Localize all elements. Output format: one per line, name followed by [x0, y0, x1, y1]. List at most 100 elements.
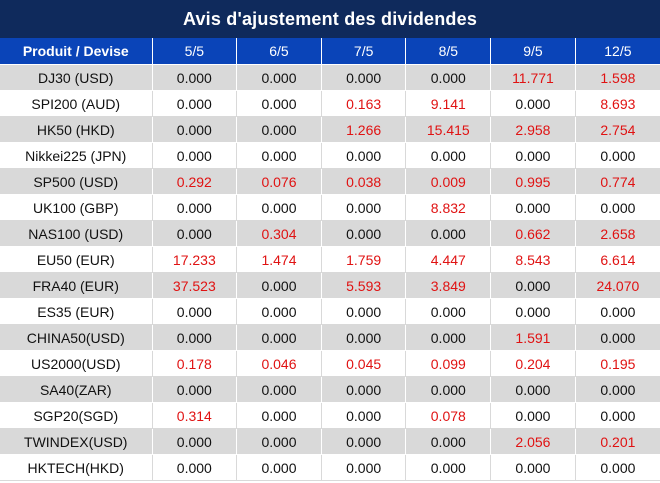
product-cell: HK50 (HKD)	[0, 116, 153, 143]
dividend-value-cell: 0.078	[405, 402, 492, 429]
dividend-value-cell: 0.000	[152, 64, 238, 91]
dividend-value-cell: 0.000	[321, 220, 407, 247]
table-row: HKTECH(HKD) 0.000 0.000 0.000 0.000 0.000 0.00…	[0, 454, 660, 481]
table-row: SP500 (USD) 0.292 0.076 0.038 0.009 0.995 0.77…	[0, 168, 660, 195]
dividend-value-cell: 0.000	[236, 194, 322, 221]
dividend-value-cell: 0.000	[575, 376, 660, 403]
table-row: US2000(USD) 0.178 0.046 0.045 0.099 0.204 0.19…	[0, 350, 660, 377]
dividend-value-cell: 0.000	[236, 272, 322, 299]
dividend-value-cell: 0.000	[490, 194, 576, 221]
dividend-value-cell: 0.000	[152, 142, 238, 169]
dividend-value-cell: 0.195	[575, 350, 660, 377]
product-cell: EU50 (EUR)	[0, 246, 153, 273]
dividend-value-cell: 0.000	[575, 194, 660, 221]
table-row: SGP20(SGD) 0.314 0.000 0.000 0.078 0.000 0.000	[0, 402, 660, 429]
dividend-value-cell: 0.000	[236, 376, 322, 403]
dividend-value-cell: 0.000	[236, 142, 322, 169]
dividend-value-cell: 3.849	[405, 272, 492, 299]
dividend-value-cell: 0.000	[152, 220, 238, 247]
product-cell: UK100 (GBP)	[0, 194, 153, 221]
dividend-value-cell: 0.000	[405, 64, 492, 91]
dividend-value-cell: 0.000	[152, 298, 238, 325]
dividend-value-cell: 0.000	[575, 402, 660, 429]
product-cell: SGP20(SGD)	[0, 402, 153, 429]
dividend-value-cell: 0.000	[490, 298, 576, 325]
dividend-value-cell: 9.141	[405, 90, 492, 117]
dividend-value-cell: 2.754	[575, 116, 660, 143]
dividend-value-cell: 4.447	[405, 246, 492, 273]
product-cell: Nikkei225 (JPN)	[0, 142, 153, 169]
dividend-value-cell: 0.099	[405, 350, 492, 377]
dividend-value-cell: 0.000	[321, 194, 407, 221]
dividend-value-cell: 2.658	[575, 220, 660, 247]
page-title: Avis d'ajustement des dividendes	[0, 0, 660, 38]
dividend-value-cell: 0.000	[152, 376, 238, 403]
dividend-value-cell: 0.000	[236, 90, 322, 117]
table-row: CHINA50(USD) 0.000 0.000 0.000 0.000 1.591 0.0…	[0, 324, 660, 351]
product-cell: DJ30 (USD)	[0, 64, 153, 91]
dividend-value-cell: 8.693	[575, 90, 660, 117]
column-header-date: 5/5	[152, 38, 238, 65]
dividend-value-cell: 0.000	[405, 428, 492, 455]
dividend-value-cell: 0.038	[321, 168, 407, 195]
dividend-value-cell: 0.000	[575, 454, 660, 481]
dividend-value-cell: 0.000	[405, 298, 492, 325]
table-row: TWINDEX(USD) 0.000 0.000 0.000 0.000 2.056 0.2…	[0, 428, 660, 455]
table-row: UK100 (GBP) 0.000 0.000 0.000 8.832 0.000 0.00…	[0, 194, 660, 221]
dividend-value-cell: 0.000	[152, 116, 238, 143]
table-header-row: Produit / Devise 5/5 6/5 7/5 8/5 9/5 12/…	[0, 38, 660, 65]
dividend-value-cell: 0.000	[236, 428, 322, 455]
column-header-date: 7/5	[321, 38, 407, 65]
column-header-date: 9/5	[490, 38, 576, 65]
table-row: HK50 (HKD) 0.000 0.000 1.266 15.415 2.958 2.75…	[0, 116, 660, 143]
dividend-value-cell: 0.009	[405, 168, 492, 195]
product-cell: SP500 (USD)	[0, 168, 153, 195]
dividend-value-cell: 8.832	[405, 194, 492, 221]
table-row: EU50 (EUR) 17.233 1.474 1.759 4.447 8.543 6.61…	[0, 246, 660, 273]
dividend-value-cell: 0.000	[490, 454, 576, 481]
dividend-value-cell: 0.000	[405, 376, 492, 403]
column-header-date: 6/5	[236, 38, 322, 65]
dividend-value-cell: 1.591	[490, 324, 576, 351]
product-cell: FRA40 (EUR)	[0, 272, 153, 299]
dividend-value-cell: 6.614	[575, 246, 660, 273]
dividend-value-cell: 0.314	[152, 402, 238, 429]
dividend-value-cell: 0.000	[321, 402, 407, 429]
dividend-value-cell: 0.000	[490, 272, 576, 299]
dividend-value-cell: 0.000	[152, 454, 238, 481]
product-cell: SPI200 (AUD)	[0, 90, 153, 117]
dividend-value-cell: 0.000	[321, 142, 407, 169]
table-body: DJ30 (USD) 0.000 0.000 0.000 0.000 11.771 1.59…	[0, 64, 660, 481]
dividend-value-cell: 0.304	[236, 220, 322, 247]
dividend-value-cell: 0.774	[575, 168, 660, 195]
dividend-value-cell: 0.000	[236, 324, 322, 351]
dividend-value-cell: 17.233	[152, 246, 238, 273]
dividend-value-cell: 0.000	[321, 64, 407, 91]
dividend-value-cell: 11.771	[490, 64, 576, 91]
dividend-value-cell: 0.000	[321, 376, 407, 403]
table-row: ES35 (EUR) 0.000 0.000 0.000 0.000 0.000 0.000	[0, 298, 660, 325]
product-cell: CHINA50(USD)	[0, 324, 153, 351]
table-row: Nikkei225 (JPN) 0.000 0.000 0.000 0.000 0.000…	[0, 142, 660, 169]
dividend-value-cell: 0.000	[405, 220, 492, 247]
dividend-value-cell: 0.000	[321, 454, 407, 481]
table-row: DJ30 (USD) 0.000 0.000 0.000 0.000 11.771 1.59…	[0, 64, 660, 91]
dividend-value-cell: 15.415	[405, 116, 492, 143]
dividend-value-cell: 0.000	[405, 454, 492, 481]
dividend-value-cell: 0.000	[152, 428, 238, 455]
product-cell: HKTECH(HKD)	[0, 454, 153, 481]
dividend-value-cell: 0.000	[236, 454, 322, 481]
product-cell: TWINDEX(USD)	[0, 428, 153, 455]
dividend-value-cell: 0.045	[321, 350, 407, 377]
dividend-value-cell: 0.000	[575, 298, 660, 325]
table-row: FRA40 (EUR) 37.523 0.000 5.593 3.849 0.000 24.…	[0, 272, 660, 299]
product-cell: US2000(USD)	[0, 350, 153, 377]
dividend-value-cell: 8.543	[490, 246, 576, 273]
dividend-table: Produit / Devise 5/5 6/5 7/5 8/5 9/5 12/…	[0, 38, 660, 481]
dividend-value-cell: 37.523	[152, 272, 238, 299]
dividend-value-cell: 2.958	[490, 116, 576, 143]
dividend-value-cell: 0.000	[236, 64, 322, 91]
dividend-value-cell: 0.000	[405, 324, 492, 351]
dividend-value-cell: 1.266	[321, 116, 407, 143]
